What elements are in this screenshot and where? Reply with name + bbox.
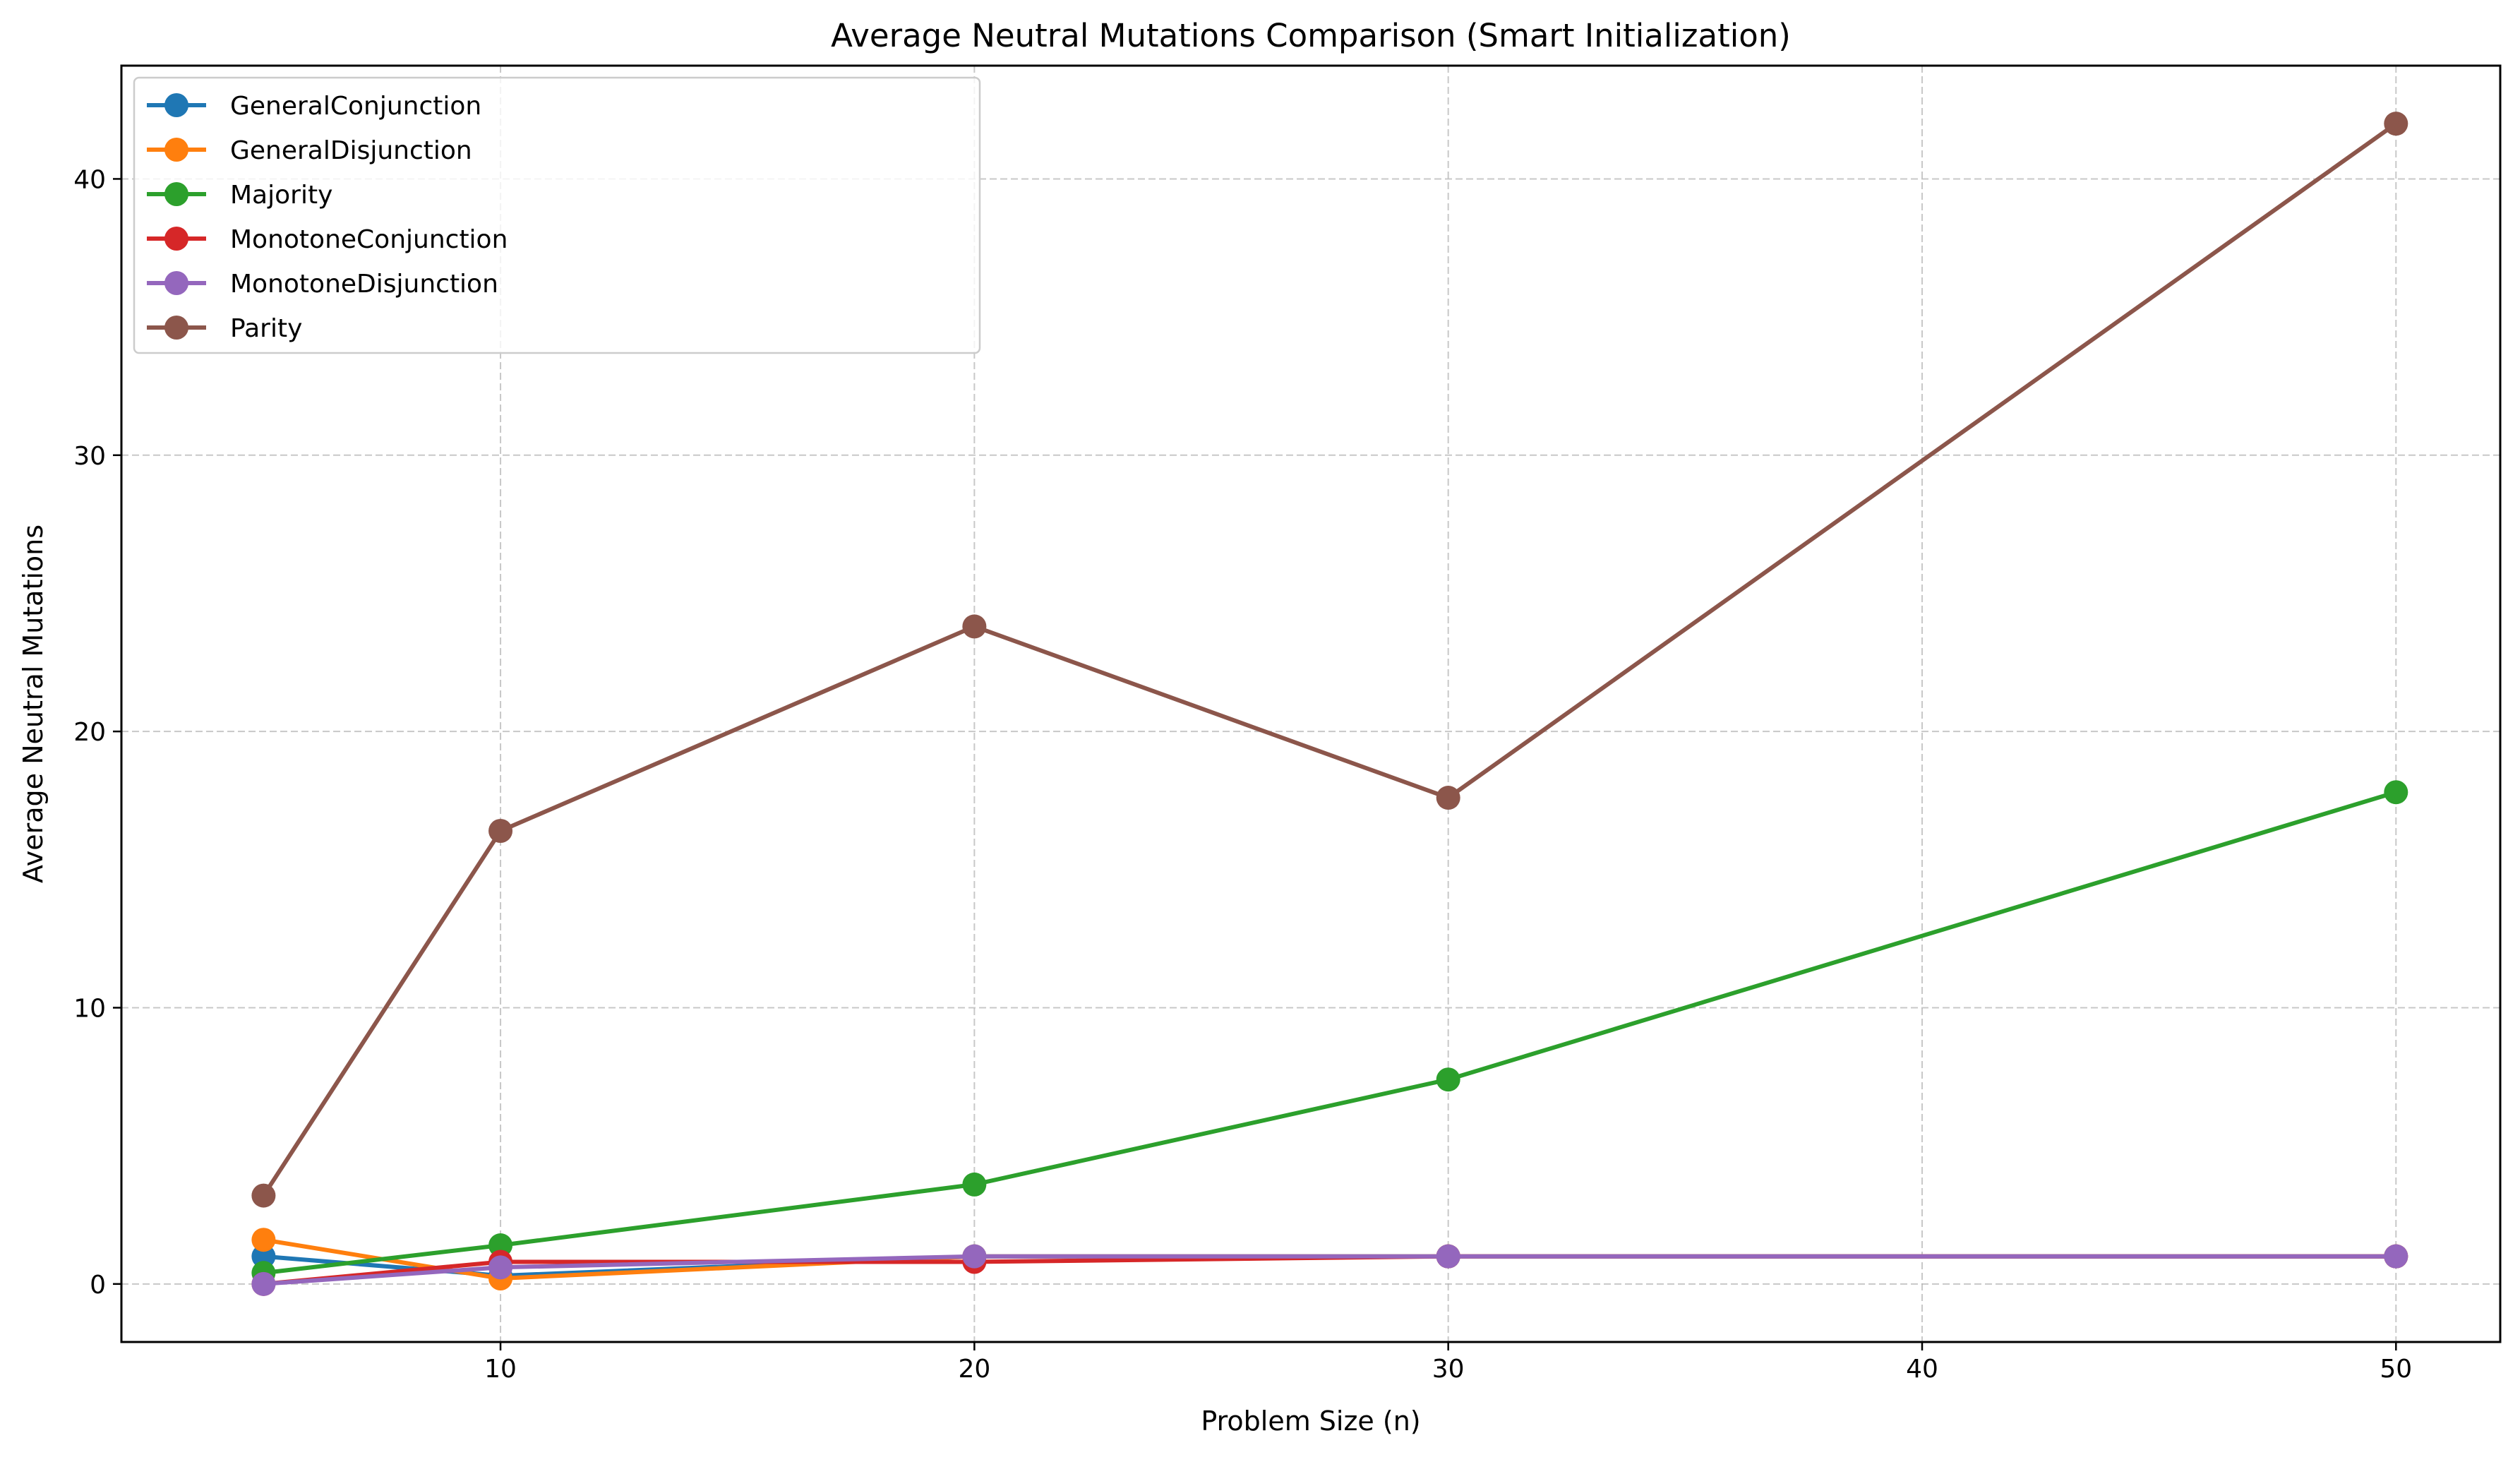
y-tick-label: 20	[73, 718, 106, 747]
legend-marker-generaldisjunction	[164, 138, 188, 162]
y-axis-label: Average Neutral Mutations	[18, 525, 49, 883]
data-point-majority	[1436, 1067, 1460, 1092]
data-point-monotonedisjunction	[488, 1255, 513, 1280]
y-tick-label: 0	[90, 1271, 106, 1300]
data-point-majority	[962, 1172, 987, 1197]
chart-title: Average Neutral Mutations Comparison (Sm…	[831, 17, 1791, 54]
data-point-parity	[962, 614, 987, 639]
legend-label-monotoneconjunction: MonotoneConjunction	[230, 225, 508, 254]
y-tick-label: 30	[73, 442, 106, 471]
axis-ticks: 10 20 30 40 50 0 10 20 30 40	[73, 165, 2412, 1384]
legend-marker-majority	[164, 182, 188, 206]
data-point-majority	[2384, 780, 2408, 805]
series-layer	[251, 112, 2408, 1296]
y-tick-label: 10	[73, 994, 106, 1023]
legend-item-generalconjunction: GeneralConjunction	[147, 92, 481, 121]
data-point-monotonedisjunction	[962, 1244, 987, 1269]
legend-marker-generalconjunction	[164, 93, 188, 117]
data-point-parity	[488, 819, 513, 844]
x-tick-label: 40	[1906, 1355, 1938, 1384]
legend-item-generaldisjunction: GeneralDisjunction	[147, 136, 472, 165]
data-point-monotonedisjunction	[1436, 1244, 1460, 1269]
legend-marker-monotoneconjunction	[164, 227, 188, 251]
legend-label-monotonedisjunction: MonotoneDisjunction	[230, 270, 498, 299]
legend-item-parity: Parity	[147, 314, 302, 343]
data-point-generalconjunction	[251, 1244, 276, 1269]
series-monotonedisjunction	[251, 1244, 2408, 1296]
legend: GeneralConjunction GeneralDisjunction Majo…	[133, 76, 981, 354]
x-tick-label: 20	[958, 1355, 990, 1384]
grid	[121, 66, 2500, 1342]
legend-item-monotonedisjunction: MonotoneDisjunction	[147, 270, 498, 299]
legend-item-monotoneconjunction: MonotoneConjunction	[147, 225, 508, 254]
data-point-generaldisjunction	[251, 1228, 276, 1252]
legend-label-generalconjunction: GeneralConjunction	[230, 92, 481, 121]
x-tick-label: 10	[484, 1355, 517, 1384]
data-point-parity	[1436, 786, 1460, 810]
data-point-parity	[251, 1183, 276, 1208]
x-axis-label: Problem Size (n)	[1201, 1406, 1420, 1437]
data-point-monotonedisjunction	[251, 1271, 276, 1296]
data-point-monotonedisjunction	[2384, 1244, 2408, 1269]
series-majority	[251, 780, 2408, 1286]
data-point-parity	[2384, 112, 2408, 136]
legend-marker-parity	[164, 316, 188, 340]
data-point-majority	[488, 1233, 513, 1258]
plot-area-frame	[120, 64, 2502, 1343]
legend-label-generaldisjunction: GeneralDisjunction	[230, 136, 472, 165]
legend-label-parity: Parity	[230, 314, 302, 343]
series-parity	[251, 112, 2408, 1208]
legend-marker-monotonedisjunction	[164, 271, 188, 295]
legend-label-majority: Majority	[230, 181, 332, 210]
y-tick-label: 40	[73, 165, 106, 194]
x-tick-label: 50	[2380, 1355, 2412, 1384]
legend-item-majority: Majority	[147, 181, 332, 210]
x-tick-label: 30	[1432, 1355, 1465, 1384]
legend-box	[133, 76, 981, 354]
